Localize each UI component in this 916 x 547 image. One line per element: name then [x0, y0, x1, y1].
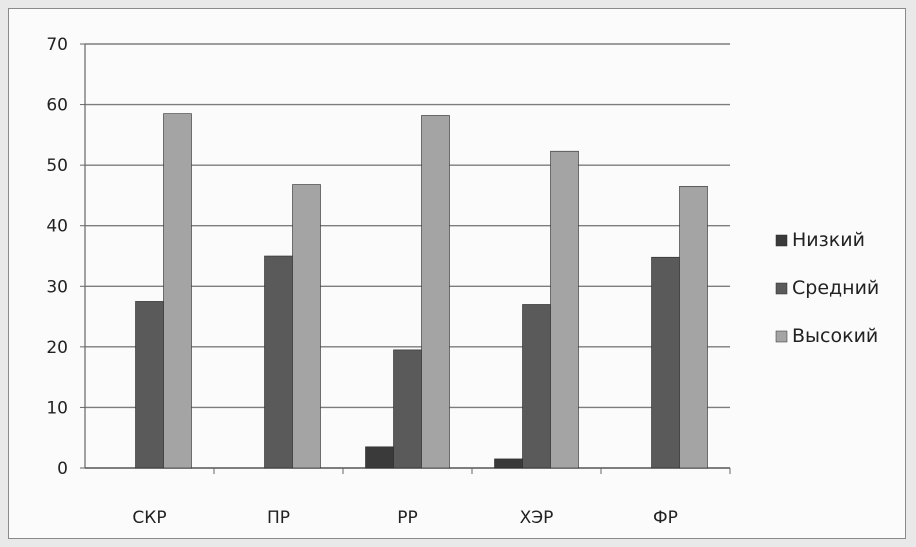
y-tick-label: 20: [46, 338, 68, 358]
bar-Высокий-ПР: [292, 184, 321, 469]
bars: [135, 113, 708, 469]
legend-label: Высокий: [792, 325, 878, 347]
bar-Высокий-РР: [421, 115, 450, 469]
bar-Средний-ФР: [651, 256, 680, 469]
x-tick-label: СКР: [132, 508, 166, 528]
x-tick-label: РР: [397, 508, 418, 528]
y-tick-label: 0: [57, 459, 68, 479]
x-tick-label: ФР: [653, 508, 678, 528]
y-tick-label: 70: [46, 35, 68, 55]
bar-Средний-ХЭР: [522, 304, 551, 469]
x-tick-label: ХЭР: [520, 508, 554, 528]
y-tick-label: 40: [46, 217, 68, 237]
bar-Низкий-РР: [365, 446, 394, 469]
y-tick-label: 60: [46, 96, 68, 116]
legend-label: Низкий: [792, 229, 865, 251]
x-tick-label: ПР: [267, 508, 290, 528]
bar-Средний-РР: [393, 349, 422, 469]
y-tick-label: 50: [46, 156, 68, 176]
legend-label: Средний: [792, 277, 879, 299]
grid-lines: [85, 43, 730, 409]
legend-swatch-Средний: [775, 282, 788, 295]
bar-Средний-ПР: [264, 255, 293, 469]
bar-Средний-СКР: [135, 301, 164, 469]
y-tick-label: 10: [46, 398, 68, 418]
bar-Высокий-ХЭР: [550, 150, 579, 469]
axis-labels: 0 10 20 30 40 50 60 70 СКР ПР РР ХЭР ФР: [46, 35, 678, 528]
legend-swatch-Высокий: [775, 330, 788, 343]
bar-Высокий-СКР: [163, 113, 192, 469]
y-tick-label: 30: [46, 277, 68, 297]
legend-swatch-Низкий: [775, 234, 788, 247]
bar-Низкий-ХЭР: [494, 458, 523, 469]
legend: Низкий Средний Высокий: [775, 229, 879, 347]
bar-Высокий-ФР: [679, 186, 708, 469]
